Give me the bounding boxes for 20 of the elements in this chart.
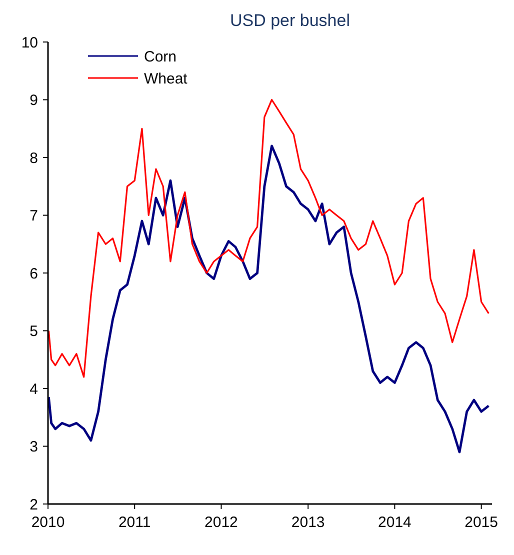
x-tick-label: 2012 — [204, 514, 238, 531]
y-tick-label: 6 — [30, 265, 38, 282]
line-series — [48, 98, 490, 378]
y-tick-label: 4 — [30, 380, 38, 398]
x-tick-label: 2013 — [291, 514, 325, 531]
y-tick-label: 3 — [30, 438, 38, 456]
y-tick-label: 10 — [21, 34, 38, 52]
y-tick-label: 2 — [30, 496, 38, 514]
chart-title: USD per bushel — [230, 11, 350, 30]
y-tick-label: 8 — [30, 150, 38, 167]
x-tick-label: 2010 — [31, 514, 65, 531]
y-tick-label: 9 — [30, 92, 38, 109]
legend-label: Wheat — [144, 70, 188, 88]
x-tick-label: 2015 — [464, 514, 498, 531]
line-series — [48, 144, 490, 454]
y-tick-label: 7 — [30, 208, 38, 224]
legend-label: Corn — [144, 48, 177, 66]
y-tick-label: 5 — [30, 323, 38, 340]
x-tick-label: 2011 — [118, 514, 151, 531]
x-tick-label: 2014 — [378, 514, 412, 531]
